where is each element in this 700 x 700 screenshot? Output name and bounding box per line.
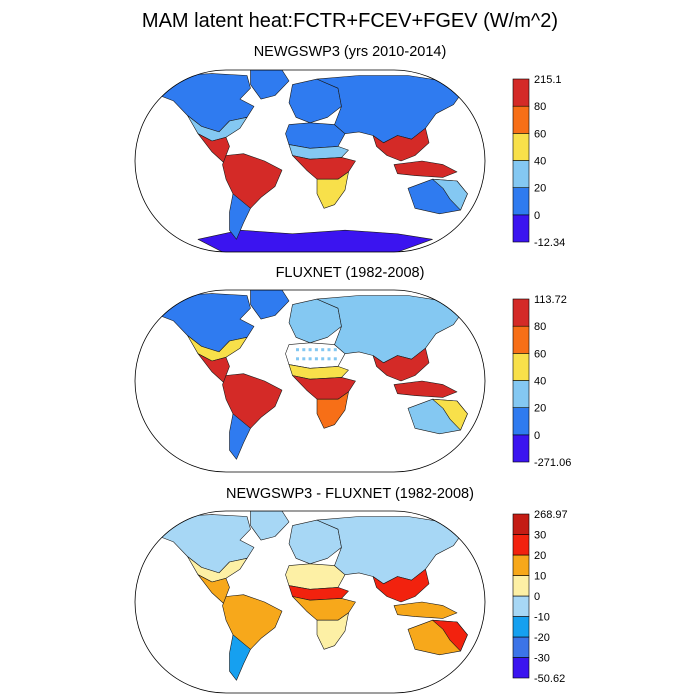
panel-2-sahara-speckle xyxy=(308,357,312,361)
panel-2-sahara-speckle xyxy=(296,348,299,352)
panel-2-sahara-speckle xyxy=(302,348,306,352)
panel-3-colorbar-label: 30 xyxy=(534,530,546,542)
panel-3-region-patagonia xyxy=(229,634,251,681)
panel-1-colorbar-segment xyxy=(512,105,530,134)
panel-1-colorbar-label: -12.34 xyxy=(534,237,565,249)
panel-1-map-outline xyxy=(134,69,486,253)
panel-3-region-indonesia xyxy=(393,601,458,619)
panel-2-colorbar-label: 60 xyxy=(534,348,546,360)
panel-2-colorbar-segment xyxy=(512,434,530,463)
panel-2-region-australia-edge xyxy=(432,398,468,431)
panel-1-region-southern-africa xyxy=(316,171,349,209)
panel-2-colorbar-label: 0 xyxy=(534,430,540,442)
panel-3-colorbar-segment xyxy=(512,534,530,556)
panel-2-colorbar-segment xyxy=(512,352,530,381)
panel-2-colorbar-segment xyxy=(512,380,530,409)
panel-1-region-patagonia xyxy=(229,193,251,240)
panel-2-region-indonesia xyxy=(393,380,458,398)
panel-1-region-south-america xyxy=(222,153,283,209)
panel-1-colorbar-segment xyxy=(512,78,530,107)
panel-2-colorbar-label: 80 xyxy=(534,321,546,333)
panel-3-region-south-america xyxy=(222,594,283,650)
panel-2-colorbar-segment xyxy=(512,298,530,327)
panel-2-map xyxy=(135,290,485,472)
panel-1-colorbar-label: 215.1 xyxy=(534,74,562,86)
panel-1-region-greenland xyxy=(250,70,290,100)
panel-3-colorbar-label: -20 xyxy=(534,632,550,644)
panel-1-colorbar-label: 0 xyxy=(534,210,540,222)
panel-3-colorbar-label: 268.97 xyxy=(534,509,568,521)
panel-1-colorbar-label: 20 xyxy=(534,183,546,195)
panel-1-colorbar-segment xyxy=(512,160,530,189)
panel-1-colorbar-label: 60 xyxy=(534,128,546,140)
panel-3-colorbar-label: 0 xyxy=(534,591,540,603)
panel-3-map xyxy=(135,511,485,693)
panel-3-colorbar: -50.62 -30 -20 -10 0 10 20 30 268.97 xyxy=(512,509,568,685)
panel-1-region-north-africa xyxy=(285,122,346,149)
panel-2-region-north-africa xyxy=(285,342,346,369)
panel-3-colorbar-label: -10 xyxy=(534,612,550,624)
panel-3-colorbar-segment xyxy=(512,575,530,597)
panel-3-region-southeast-asia xyxy=(372,568,430,603)
panel-2-region-southeast-asia xyxy=(372,347,430,382)
panel-3-map-outline xyxy=(134,510,486,694)
panel-1-colorbar-label: 40 xyxy=(534,156,546,168)
panel-2-sahara-speckle xyxy=(321,348,325,352)
panel-3-colorbar-segment xyxy=(512,513,530,535)
panel-3-colorbar-label: 10 xyxy=(534,571,546,583)
panel-1-colorbar: -12.34 0 20 40 60 80 215.1 xyxy=(512,74,565,249)
panel-2-sahara-speckle xyxy=(321,357,325,361)
panel-3-region-greenland xyxy=(250,511,290,541)
panel-1-region-indonesia xyxy=(393,160,458,178)
panel-2-sahara-speckle xyxy=(327,357,331,361)
panel-2-sahara-speckle xyxy=(333,348,337,352)
panel-2-sahara-speckle xyxy=(333,357,337,361)
panel-2-colorbar-segment xyxy=(512,325,530,354)
panel-3-region-southern-africa xyxy=(316,612,349,650)
panel-2-region-greenland xyxy=(250,290,290,320)
panel-2-colorbar-label: -271.06 xyxy=(534,457,571,469)
panel-2-sahara-speckle xyxy=(296,357,299,361)
panel-3-region-australia-edge xyxy=(432,619,468,652)
panel-2-sahara-speckle xyxy=(314,357,318,361)
panel-2-colorbar: -271.06 0 20 40 60 80 113.72 xyxy=(512,294,571,469)
panel-3-title: NEWGSWP3 - FLUXNET (1982-2008) xyxy=(226,486,474,502)
panel-1-colorbar-segment xyxy=(512,187,530,216)
panel-3-region-north-africa xyxy=(285,563,346,590)
panel-3-colorbar-label: -50.62 xyxy=(534,673,565,685)
panel-1-map xyxy=(135,70,485,252)
panel-1-colorbar-segment xyxy=(512,214,530,243)
panel-3-colorbar-segment xyxy=(512,657,530,679)
panel-2-region-southern-africa xyxy=(316,391,349,429)
panel-1-colorbar-segment xyxy=(512,133,530,161)
panel-2-title: FLUXNET (1982-2008) xyxy=(275,265,425,281)
panel-2-region-patagonia xyxy=(229,413,251,460)
panel-3-colorbar-segment xyxy=(512,616,530,638)
panel-2-colorbar-label: 113.72 xyxy=(534,294,567,306)
panel-3-colorbar-label: -30 xyxy=(534,653,550,665)
panel-1-region-antarctica xyxy=(197,229,433,252)
panel-3-colorbar-segment xyxy=(512,636,530,658)
panel-1-title: NEWGSWP3 (yrs 2010-2014) xyxy=(253,44,447,60)
panel-2-colorbar-label: 20 xyxy=(534,403,546,415)
panel-2-sahara-speckle xyxy=(327,348,331,352)
panel-3-colorbar-label: 20 xyxy=(534,550,546,562)
panel-3-colorbar-segment xyxy=(512,554,530,576)
panel-2-map-outline xyxy=(134,289,486,473)
panel-3-colorbar-segment xyxy=(512,595,530,617)
panel-2-colorbar-segment xyxy=(512,407,530,436)
panel-2-sahara-speckle xyxy=(308,348,312,352)
panel-2-region-south-america xyxy=(222,373,283,429)
figure-title: MAM latent heat:FCTR+FCEV+FGEV (W/m^2) xyxy=(141,10,559,32)
panel-1-region-southeast-asia xyxy=(372,127,430,162)
panel-2-colorbar-label: 40 xyxy=(534,376,546,388)
panel-2-sahara-speckle xyxy=(302,357,306,361)
panel-2-sahara-speckle xyxy=(314,348,318,352)
panel-1-colorbar-label: 80 xyxy=(534,101,546,113)
panel-1-region-australia-edge xyxy=(432,178,468,211)
